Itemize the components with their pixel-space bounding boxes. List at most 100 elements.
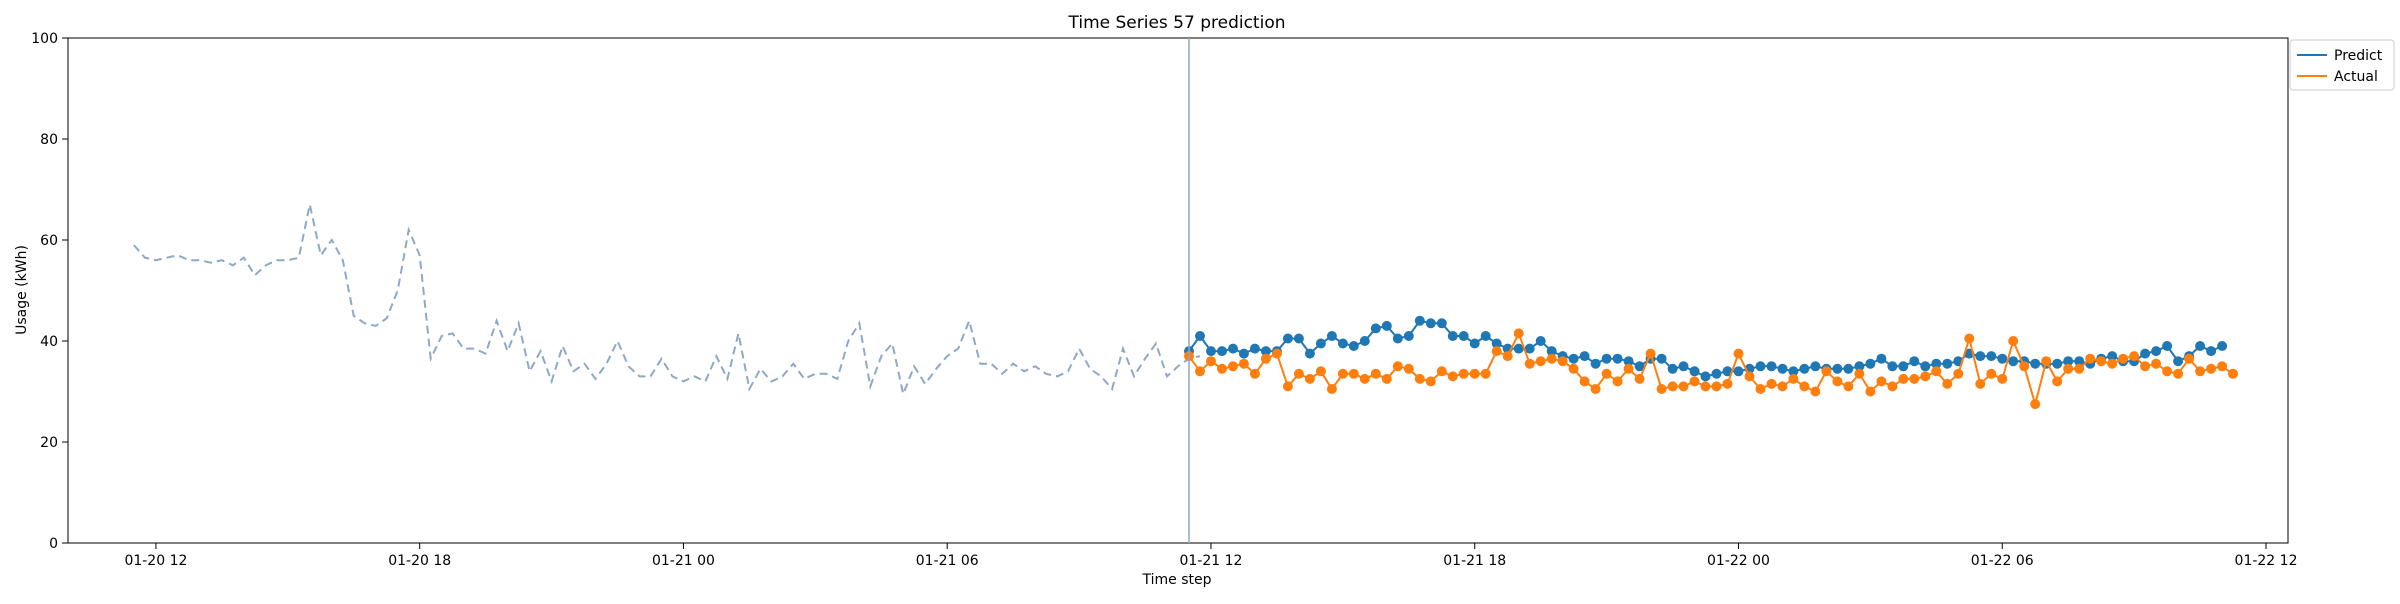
data-point-actual	[2129, 351, 2140, 362]
data-point-predict	[1612, 353, 1623, 364]
x-tick-label: 01-20 18	[388, 553, 451, 569]
data-point-actual	[1623, 363, 1634, 374]
plot-area-frame	[67, 37, 2289, 544]
data-point-actual	[1744, 371, 1755, 382]
data-point-actual	[1513, 328, 1524, 339]
data-point-predict	[1601, 353, 1612, 364]
data-point-actual	[1997, 373, 2008, 384]
data-point-predict	[1656, 353, 1667, 364]
data-point-actual	[1282, 381, 1293, 392]
data-point-predict	[1414, 315, 1425, 326]
y-tick-label: 80	[40, 132, 58, 148]
data-point-actual	[1326, 384, 1337, 394]
data-point-actual	[2107, 358, 2118, 369]
data-point-actual	[1689, 376, 1700, 387]
data-point-actual	[1271, 348, 1282, 359]
data-point-actual	[1195, 366, 1205, 377]
data-point-predict	[1293, 333, 1304, 344]
data-point-actual	[1865, 386, 1876, 397]
data-point-actual	[2173, 368, 2184, 379]
data-point-actual	[2140, 361, 2151, 372]
data-point-predict	[1909, 356, 1920, 367]
data-point-actual	[1634, 373, 1645, 384]
data-point-predict	[1711, 368, 1722, 379]
legend-label-actual: Actual	[2334, 69, 2378, 85]
data-point-predict	[1854, 361, 1865, 372]
data-point-actual	[1953, 368, 1964, 379]
data-point-actual	[1238, 358, 1249, 369]
data-point-actual	[1788, 373, 1799, 384]
data-point-actual	[1656, 384, 1667, 394]
data-point-predict	[1931, 358, 1942, 369]
data-point-predict	[1524, 343, 1535, 354]
data-point-actual	[1887, 381, 1898, 392]
data-point-predict	[1436, 318, 1447, 329]
data-point-predict	[1348, 341, 1359, 351]
data-point-predict	[2008, 356, 2019, 367]
data-point-predict	[1370, 323, 1381, 334]
data-point-predict	[2074, 356, 2085, 367]
data-point-actual	[1370, 368, 1381, 379]
data-point-predict	[1228, 343, 1238, 354]
data-point-actual	[1568, 363, 1579, 374]
data-point-predict	[2206, 346, 2217, 357]
data-point-actual	[2052, 376, 2063, 387]
data-point-predict	[1788, 366, 1799, 377]
data-point-predict	[1667, 363, 1678, 374]
data-point-predict	[2173, 356, 2184, 367]
data-point-actual	[1249, 368, 1260, 379]
data-point-predict	[1326, 331, 1337, 341]
data-point-predict	[2151, 346, 2162, 357]
data-point-actual	[1480, 368, 1491, 379]
data-point-actual	[1458, 368, 1469, 379]
data-point-predict	[1381, 320, 1392, 331]
data-point-predict	[1777, 363, 1788, 374]
data-point-predict	[1579, 351, 1590, 362]
data-point-actual	[1425, 376, 1436, 387]
data-point-actual	[2217, 361, 2228, 372]
data-point-actual	[1909, 373, 1920, 384]
data-point-actual	[2228, 368, 2238, 379]
data-point-actual	[1843, 381, 1854, 392]
data-point-actual	[2030, 399, 2041, 410]
data-point-actual	[1601, 368, 1612, 379]
data-point-actual	[2008, 336, 2019, 346]
y-axis-title: Usage (kWh)	[14, 245, 30, 335]
legend-label-predict: Predict	[2334, 48, 2383, 64]
y-axis: 0 20 40 60 80 100	[31, 31, 68, 552]
data-point-actual	[1722, 378, 1733, 389]
data-point-predict	[1722, 366, 1733, 377]
data-point-predict	[1997, 353, 2008, 364]
data-point-predict	[1623, 356, 1634, 367]
data-point-actual	[1491, 346, 1502, 357]
data-point-actual	[1733, 348, 1744, 359]
data-point-predict	[1733, 366, 1744, 377]
data-point-actual	[1403, 363, 1414, 374]
data-point-predict	[1546, 346, 1557, 357]
data-point-predict	[1689, 366, 1700, 377]
data-point-predict	[1392, 333, 1403, 344]
data-point-actual	[2184, 353, 2195, 364]
data-point-predict	[1447, 331, 1458, 341]
data-point-actual	[1766, 378, 1777, 389]
data-point-predict	[2030, 358, 2041, 369]
data-point-predict	[1282, 333, 1293, 344]
data-point-predict	[1799, 363, 1810, 374]
data-point-predict	[1260, 346, 1271, 357]
data-point-actual	[2096, 356, 2107, 367]
legend: Predict Actual	[2289, 39, 2395, 91]
data-point-predict	[1843, 363, 1854, 374]
data-point-predict	[2162, 341, 2173, 351]
data-point-actual	[1975, 378, 1986, 389]
data-point-actual	[1392, 361, 1403, 372]
data-point-actual	[1546, 353, 1557, 364]
data-point-actual	[1447, 371, 1458, 382]
data-point-actual	[1524, 358, 1535, 369]
data-point-predict	[1469, 338, 1480, 349]
data-point-actual	[1832, 376, 1843, 387]
data-point-predict	[2052, 358, 2063, 369]
data-point-actual	[1469, 368, 1480, 379]
data-point-predict	[1403, 331, 1414, 341]
data-point-predict	[1865, 358, 1876, 369]
